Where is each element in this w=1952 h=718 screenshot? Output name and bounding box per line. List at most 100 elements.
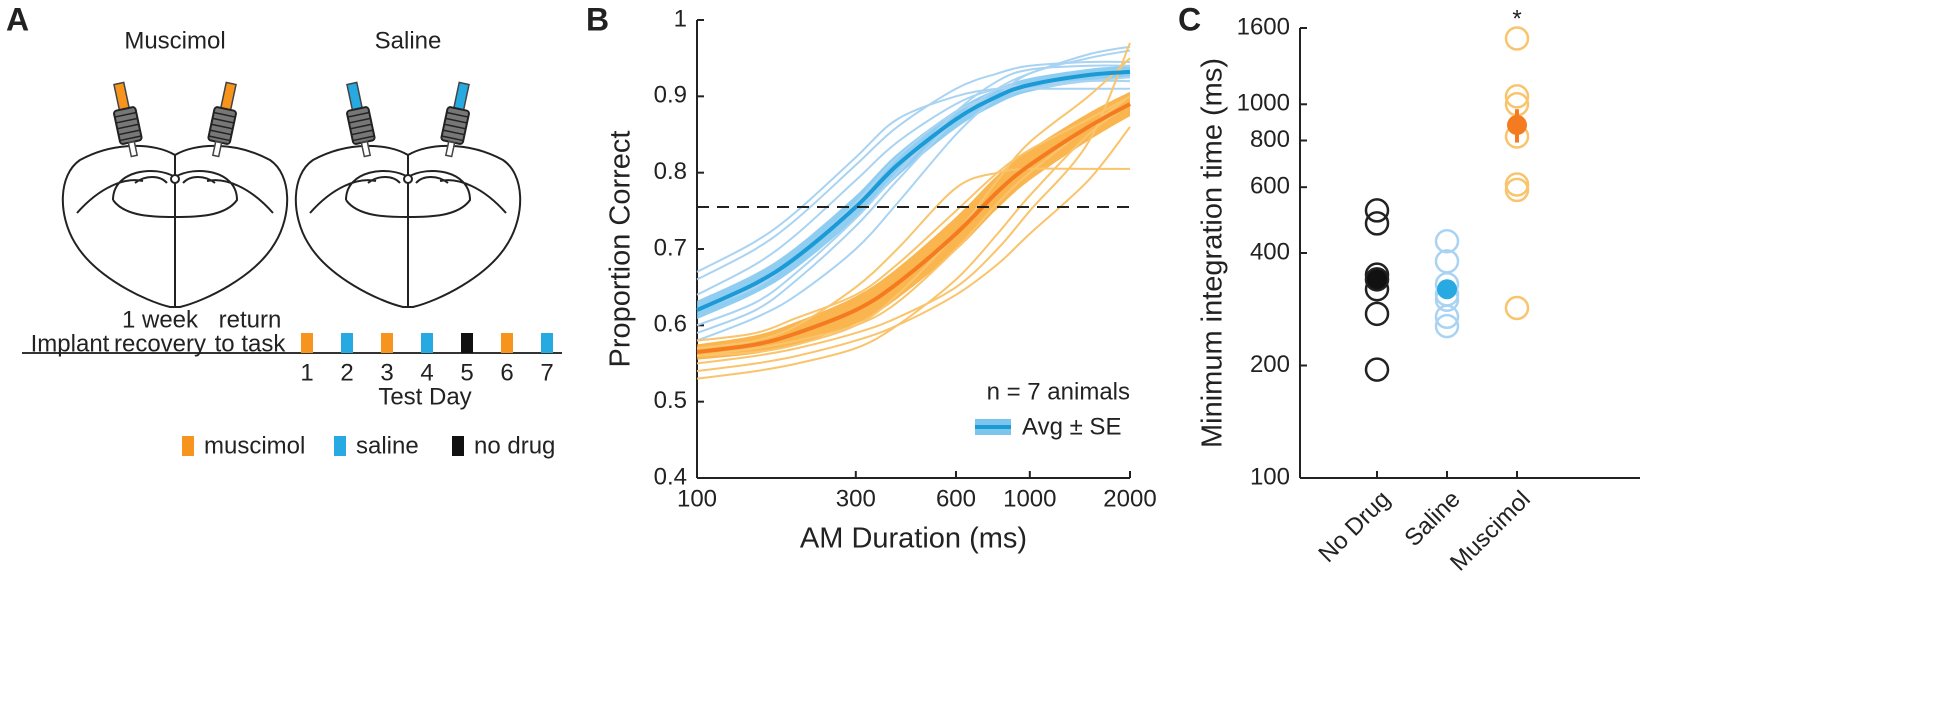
x-tick-label: 2000 [1103, 485, 1156, 512]
panel-label: A [6, 1, 29, 37]
day-label: 3 [380, 359, 393, 386]
legend-swatch [452, 436, 464, 456]
se-band [697, 65, 1130, 320]
x-tick-label: 600 [936, 485, 976, 512]
legend-label: muscimol [204, 432, 305, 459]
day-label: 1 [300, 359, 313, 386]
x-tick-label: No Drug [1313, 486, 1395, 568]
x-tick-label: 1000 [1003, 485, 1056, 512]
cannula-tip [444, 140, 456, 158]
thread [350, 123, 372, 130]
cannula-tip [360, 140, 372, 158]
thread [352, 135, 375, 142]
y-tick-label: 0.9 [654, 82, 687, 109]
data-point [1364, 301, 1390, 327]
legend-title: n = 7 animals [987, 378, 1130, 405]
animal-line [696, 79, 1131, 296]
cannula-tip [211, 140, 223, 158]
data-point [1434, 229, 1460, 254]
animal-line [696, 95, 1131, 342]
timeline-label: return [219, 306, 282, 333]
animal-line [696, 60, 1131, 281]
y-tick-label: 100 [1250, 463, 1290, 490]
panel-label: B [586, 1, 609, 37]
mean-line [696, 102, 1131, 355]
animal-line [696, 167, 1130, 350]
mean-point [1507, 115, 1527, 136]
mean-point [1367, 269, 1387, 290]
thread [208, 135, 231, 142]
data-point [1504, 26, 1530, 51]
animal-line [696, 95, 1131, 357]
legend-label: saline [356, 432, 419, 459]
thread [118, 129, 141, 136]
legend-swatch [334, 436, 346, 456]
y-tick-label: 400 [1250, 238, 1290, 265]
x-axis-label: AM Duration (ms) [800, 523, 1027, 555]
thread [444, 123, 466, 130]
data-point [1434, 304, 1460, 330]
thread [445, 117, 468, 124]
legend-label: Avg ± SE [1022, 413, 1121, 440]
timeline-label: recovery [114, 330, 206, 357]
brain-outline [294, 144, 522, 308]
day-marker [501, 333, 513, 353]
animal-line [696, 126, 1131, 373]
animal-line [696, 87, 1130, 273]
animal-line [696, 57, 1131, 357]
animal-line [696, 42, 1131, 365]
y-tick-label: 1000 [1237, 90, 1290, 117]
cannula-tip [127, 140, 139, 158]
animal-line [696, 103, 1131, 380]
cannula [207, 81, 237, 158]
thread [446, 111, 469, 118]
y-tick-label: 600 [1250, 173, 1290, 200]
data-point [1504, 84, 1530, 109]
timeline-label: Implant [31, 330, 110, 357]
thread [442, 129, 465, 136]
y-tick-label: 1600 [1237, 13, 1290, 40]
thread [211, 123, 233, 130]
thread [213, 111, 236, 118]
data-point [1434, 249, 1460, 274]
data-point [1504, 172, 1530, 197]
day-marker [421, 333, 433, 353]
panel-label: C [1178, 1, 1201, 37]
se-band [697, 91, 1130, 360]
data-point [1434, 313, 1460, 339]
thread [347, 111, 370, 118]
day-label: 6 [500, 359, 513, 386]
x-tick-label: 300 [836, 485, 876, 512]
thread [115, 117, 138, 124]
y-tick-label: 0.4 [654, 463, 687, 490]
data-point [1504, 177, 1530, 203]
animal-line [696, 45, 1131, 334]
day-marker [301, 333, 313, 353]
annotation: * [1512, 5, 1521, 32]
y-tick-label: 0.7 [654, 234, 687, 261]
data-point [1364, 211, 1390, 236]
legend-swatch [182, 436, 194, 456]
day-marker [541, 333, 553, 353]
y-tick-label: 200 [1250, 351, 1290, 378]
day-marker [341, 333, 353, 353]
data-point [1364, 267, 1390, 292]
y-tick-label: 0.6 [654, 311, 687, 338]
y-axis-label: Proportion Correct [605, 131, 637, 368]
thread [212, 117, 235, 124]
drug-title: Muscimol [124, 27, 225, 54]
animal-line [696, 76, 1131, 311]
brain-outline [61, 144, 289, 308]
legend-label: no drug [474, 432, 555, 459]
data-point [1504, 295, 1530, 321]
y-tick-label: 0.5 [654, 387, 687, 414]
drug-title: Saline [375, 27, 442, 54]
day-marker [381, 333, 393, 353]
cannula [113, 81, 143, 158]
thread [117, 123, 139, 130]
mean-line [696, 69, 1131, 312]
day-label: 2 [340, 359, 353, 386]
day-label: 7 [540, 359, 553, 386]
y-axis-label: Minimum integration time (ms) [1197, 58, 1229, 448]
